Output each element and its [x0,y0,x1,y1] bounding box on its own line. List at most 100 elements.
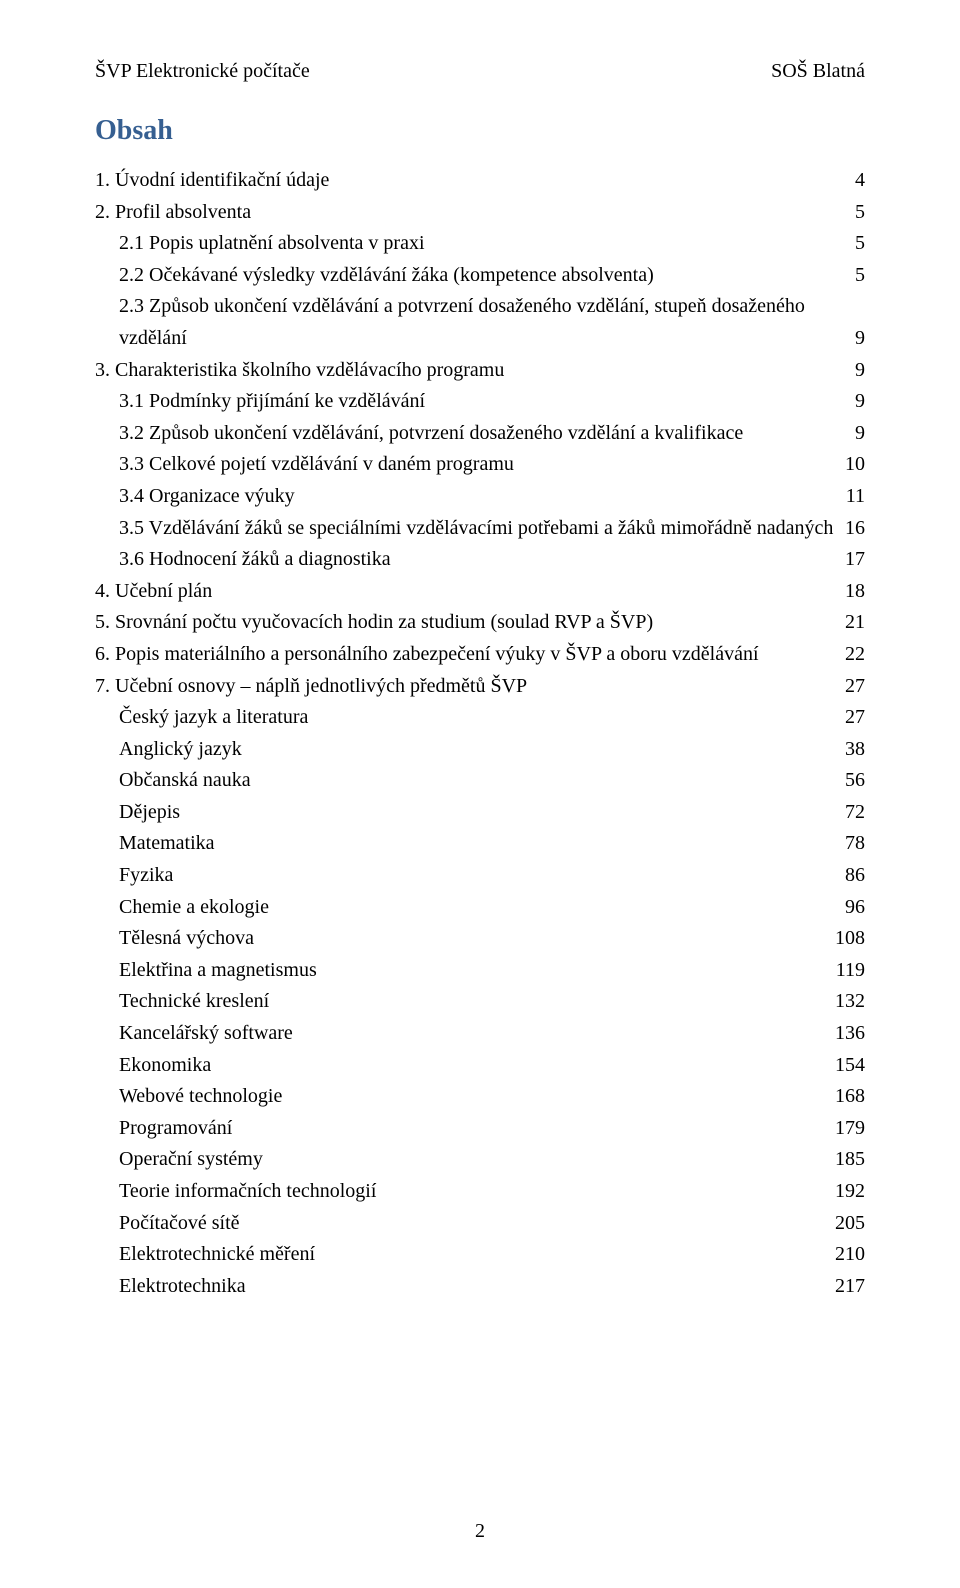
toc-entry-page: 132 [835,986,865,1018]
toc-entry-label: 6. Popis materiálního a personálního zab… [95,639,759,671]
toc-entry: 3.1 Podmínky přijímání ke vzdělávání 9 [95,386,865,418]
toc-entry: Tělesná výchova 108 [95,923,865,955]
toc-entry: Dějepis72 [95,797,865,829]
toc-entry-label: 3.1 Podmínky přijímání ke vzdělávání [119,386,425,418]
toc-entry-page: 5 [855,197,865,229]
toc-entry-page: 5 [855,260,865,292]
toc-entry-page: 27 [845,702,865,734]
toc-entry-page: 86 [845,860,865,892]
toc-entry-label: 1. Úvodní identifikační údaje [95,165,329,197]
toc-entry-label: Dějepis [119,797,180,829]
toc-entry: Elektrotechnické měření210 [95,1239,865,1271]
toc-entry-label: Tělesná výchova [119,923,254,955]
toc-entry: Teorie informačních technologií 192 [95,1176,865,1208]
toc-entry-label: Operační systémy [119,1144,263,1176]
toc-entry-label: 2. Profil absolventa [95,197,251,229]
toc-entry: Počítačové sítě 205 [95,1208,865,1240]
toc-entry-page: 22 [845,639,865,671]
toc-entry-label: Teorie informačních technologií [119,1176,376,1208]
toc-entry-label: Občanská nauka [119,765,251,797]
toc-entry-label: Anglický jazyk [119,734,242,766]
document-page: ŠVP Elektronické počítače SOŠ Blatná Obs… [0,0,960,1588]
toc-entry-page: 96 [845,892,865,924]
toc-entry-label: Počítačové sítě [119,1208,240,1240]
toc-entry-page: 4 [855,165,865,197]
toc-entry: Programování179 [95,1113,865,1145]
toc-entry: Elektrotechnika 217 [95,1271,865,1303]
toc-entry: 2.3 Způsob ukončení vzdělávání a potvrze… [95,291,865,323]
toc-entry-label: Elektřina a magnetismus [119,955,317,987]
toc-entry-label: vzdělání [119,323,187,355]
toc-entry-page: 168 [835,1081,865,1113]
toc-entry: Občanská nauka 56 [95,765,865,797]
toc-entry-page: 154 [835,1050,865,1082]
toc-entry-label: 3. Charakteristika školního vzdělávacího… [95,355,504,387]
toc-entry-label: 7. Učební osnovy – náplň jednotlivých př… [95,671,527,703]
toc-entry: 3.2 Způsob ukončení vzdělávání, potvrzen… [95,418,865,450]
toc-entry: 1. Úvodní identifikační údaje 4 [95,165,865,197]
header-right: SOŠ Blatná [771,60,865,83]
toc-entry-label: 3.3 Celkové pojetí vzdělávání v daném pr… [119,449,514,481]
toc-entry: 6. Popis materiálního a personálního zab… [95,639,865,671]
toc-entry-page: 38 [845,734,865,766]
toc-title: Obsah [95,115,865,147]
toc-entry-label: 3.6 Hodnocení žáků a diagnostika [119,544,391,576]
toc-entry-page: 192 [835,1176,865,1208]
toc-entry-label: Kancelářský software [119,1018,293,1050]
toc-entry: Matematika78 [95,828,865,860]
toc-entry-label: Technické kreslení [119,986,269,1018]
toc-entry-page: 185 [835,1144,865,1176]
toc-entry-label: 5. Srovnání počtu vyučovacích hodin za s… [95,607,653,639]
toc-entry: Webové technologie168 [95,1081,865,1113]
toc-list: 1. Úvodní identifikační údaje42. Profil … [95,165,865,1302]
toc-entry: 3.5 Vzdělávání žáků se speciálními vzděl… [95,513,865,545]
toc-entry: 2. Profil absolventa 5 [95,197,865,229]
page-number: 2 [0,1520,960,1543]
toc-entry-page: 108 [835,923,865,955]
toc-entry-label: Elektrotechnika [119,1271,246,1303]
toc-entry-page: 210 [835,1239,865,1271]
toc-entry: Český jazyk a literatura27 [95,702,865,734]
toc-entry-label: 4. Učební plán [95,576,212,608]
toc-entry-page: 9 [855,418,865,450]
toc-entry: 2.1 Popis uplatnění absolventa v praxi5 [95,228,865,260]
toc-entry: 3.3 Celkové pojetí vzdělávání v daném pr… [95,449,865,481]
toc-entry-page: 56 [845,765,865,797]
toc-entry-page: 18 [845,576,865,608]
toc-entry-label: 2.3 Způsob ukončení vzdělávání a potvrze… [119,291,805,323]
toc-entry-label: 3.5 Vzdělávání žáků se speciálními vzděl… [119,513,833,545]
toc-entry: Elektřina a magnetismus 119 [95,955,865,987]
toc-entry-label: Matematika [119,828,215,860]
toc-entry-label: 3.2 Způsob ukončení vzdělávání, potvrzen… [119,418,743,450]
toc-entry: 2.2 Očekávané výsledky vzdělávání žáka (… [95,260,865,292]
toc-entry-page: 136 [835,1018,865,1050]
toc-entry-page: 119 [836,955,865,987]
page-header: ŠVP Elektronické počítače SOŠ Blatná [95,60,865,83]
toc-entry-page: 16 [845,513,865,545]
header-left: ŠVP Elektronické počítače [95,60,310,83]
toc-entry-page: 10 [845,449,865,481]
toc-entry-page: 205 [835,1208,865,1240]
toc-entry-label: Ekonomika [119,1050,211,1082]
toc-entry: 3.6 Hodnocení žáků a diagnostika 17 [95,544,865,576]
toc-entry: 4. Učební plán 18 [95,576,865,608]
toc-entry-page: 11 [846,481,865,513]
toc-entry-page: 9 [855,355,865,387]
toc-entry: 3.4 Organizace výuky11 [95,481,865,513]
toc-entry: Fyzika 86 [95,860,865,892]
toc-entry: 5. Srovnání počtu vyučovacích hodin za s… [95,607,865,639]
toc-entry-label: 2.1 Popis uplatnění absolventa v praxi [119,228,425,260]
toc-entry-page: 9 [855,386,865,418]
toc-entry: Ekonomika 154 [95,1050,865,1082]
toc-entry-label: Programování [119,1113,232,1145]
toc-entry-label: Chemie a ekologie [119,892,269,924]
toc-entry: Technické kreslení 132 [95,986,865,1018]
toc-entry-page: 9 [855,323,865,355]
toc-entry-page: 217 [835,1271,865,1303]
toc-entry: Operační systémy 185 [95,1144,865,1176]
toc-entry-page: 27 [845,671,865,703]
toc-entry: 7. Učební osnovy – náplň jednotlivých př… [95,671,865,703]
toc-entry-label: Fyzika [119,860,173,892]
toc-entry-page: 21 [845,607,865,639]
toc-entry-page: 17 [845,544,865,576]
